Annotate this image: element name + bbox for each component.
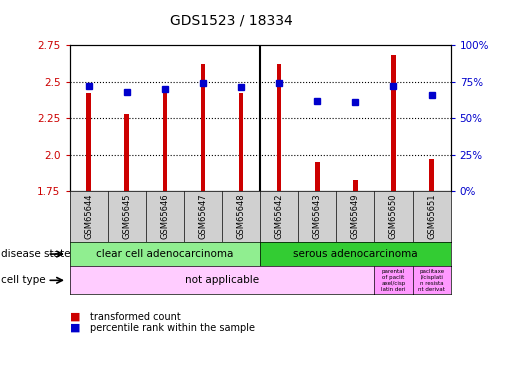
Text: not applicable: not applicable <box>185 275 259 285</box>
Text: ■: ■ <box>70 323 80 333</box>
Text: GSM65650: GSM65650 <box>389 194 398 239</box>
Text: GSM65649: GSM65649 <box>351 194 360 239</box>
Text: percentile rank within the sample: percentile rank within the sample <box>90 323 255 333</box>
Bar <box>391 55 396 191</box>
Text: GSM65651: GSM65651 <box>427 194 436 239</box>
Text: GSM65643: GSM65643 <box>313 194 322 239</box>
Text: clear cell adenocarcinoma: clear cell adenocarcinoma <box>96 249 233 259</box>
Bar <box>239 93 243 191</box>
Text: GSM65642: GSM65642 <box>274 194 284 239</box>
Bar <box>125 114 129 191</box>
Text: GSM65645: GSM65645 <box>122 194 131 239</box>
Text: disease state: disease state <box>1 249 71 259</box>
Text: ■: ■ <box>70 312 80 322</box>
Text: parental
of paclit
axel/cisp
latin deri: parental of paclit axel/cisp latin deri <box>381 269 406 291</box>
Bar <box>163 93 167 191</box>
Text: GSM65647: GSM65647 <box>198 194 208 239</box>
Text: GSM65646: GSM65646 <box>160 194 169 239</box>
Text: serous adenocarcinoma: serous adenocarcinoma <box>293 249 418 259</box>
Bar <box>201 64 205 191</box>
Text: GSM65648: GSM65648 <box>236 194 246 239</box>
Text: GSM65644: GSM65644 <box>84 194 93 239</box>
Text: paclitaxe
l/cisplati
n resista
nt derivat: paclitaxe l/cisplati n resista nt deriva… <box>418 269 445 291</box>
Text: transformed count: transformed count <box>90 312 181 322</box>
Text: cell type: cell type <box>1 275 46 285</box>
Bar <box>87 93 91 191</box>
Bar <box>315 162 319 191</box>
Bar <box>353 180 357 191</box>
Text: GDS1523 / 18334: GDS1523 / 18334 <box>170 13 293 27</box>
Bar <box>430 159 434 191</box>
Bar <box>277 64 281 191</box>
